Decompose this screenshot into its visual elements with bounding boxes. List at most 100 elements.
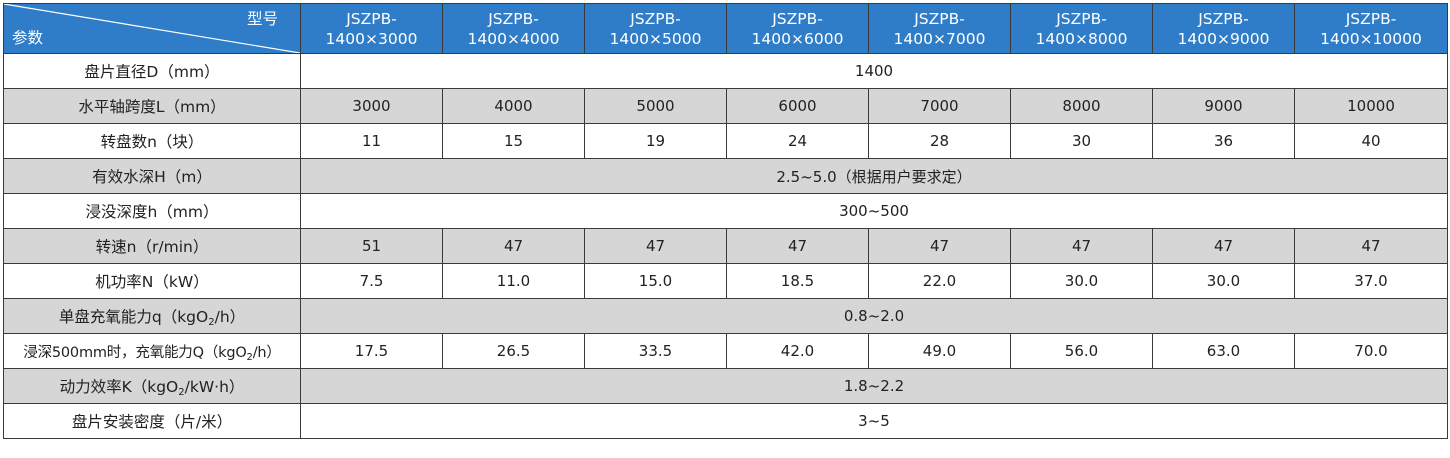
value-cell: 15.0 <box>584 263 727 299</box>
value-cell: 47 <box>1152 228 1295 264</box>
param-label: 盘片直径D（mm） <box>3 53 301 89</box>
value-cell: 70.0 <box>1294 333 1448 369</box>
value-cell: 10000 <box>1294 88 1448 124</box>
value-cell: 7000 <box>868 88 1011 124</box>
model-prefix: JSZPB- <box>346 9 397 28</box>
merged-value: 2.5~5.0（根据用户要求定） <box>300 158 1448 194</box>
value-cell: 36 <box>1152 123 1295 159</box>
model-prefix: JSZPB- <box>772 9 823 28</box>
row-install-density: 盘片安装密度（片/米） 3~5 <box>3 403 1448 439</box>
param-label: 单盘充氧能力q（kgO2/h） <box>3 298 301 334</box>
corner-model-label: 型号 <box>246 10 278 28</box>
label-text: 浸深500mm时，充氧能力Q（kgO <box>23 344 247 361</box>
value-cell: 47 <box>1010 228 1153 264</box>
row-disc-count: 转盘数n（块） 11 15 19 24 28 30 36 40 <box>3 123 1448 159</box>
value-cell: 17.5 <box>300 333 443 369</box>
model-size: 1400×6000 <box>751 29 844 48</box>
value-cell: 7.5 <box>300 263 443 299</box>
value-cell: 11.0 <box>442 263 585 299</box>
param-label: 有效水深H（m） <box>3 158 301 194</box>
param-label: 转盘数n（块） <box>3 123 301 159</box>
model-header-3: JSZPB- 1400×5000 <box>584 3 727 54</box>
merged-value: 1400 <box>300 53 1448 89</box>
row-single-disc-oxygenation: 单盘充氧能力q（kgO2/h） 0.8~2.0 <box>3 298 1448 334</box>
merged-value: 300~500 <box>300 193 1448 229</box>
label-subscript: 2 <box>246 351 253 363</box>
row-motor-power: 机功率N（kW） 7.5 11.0 15.0 18.5 22.0 30.0 30… <box>3 263 1448 299</box>
value-cell: 40 <box>1294 123 1448 159</box>
value-cell: 47 <box>584 228 727 264</box>
value-cell: 18.5 <box>726 263 869 299</box>
merged-value: 1.8~2.2 <box>300 368 1448 404</box>
value-cell: 3000 <box>300 88 443 124</box>
value-cell: 28 <box>868 123 1011 159</box>
label-subscript: 2 <box>178 387 185 398</box>
spec-table: 型号 参数 JSZPB- 1400×3000 JSZPB- 1400×4000 JS… <box>3 3 1448 439</box>
model-size: 1400×5000 <box>609 29 702 48</box>
param-label: 转速n（r/min） <box>3 228 301 264</box>
value-cell: 30 <box>1010 123 1153 159</box>
model-prefix: JSZPB- <box>630 9 681 28</box>
value-cell: 6000 <box>726 88 869 124</box>
model-prefix: JSZPB- <box>488 9 539 28</box>
value-cell: 15 <box>442 123 585 159</box>
header-row: 型号 参数 JSZPB- 1400×3000 JSZPB- 1400×4000 JS… <box>3 3 1448 54</box>
value-cell: 63.0 <box>1152 333 1295 369</box>
diagonal-divider <box>4 4 300 53</box>
value-cell: 37.0 <box>1294 263 1448 299</box>
param-label: 动力效率K（kgO2/kW·h） <box>3 368 301 404</box>
row-disc-diameter: 盘片直径D（mm） 1400 <box>3 53 1448 89</box>
value-cell: 11 <box>300 123 443 159</box>
value-cell: 9000 <box>1152 88 1295 124</box>
label-text: /kW·h） <box>184 378 245 396</box>
model-prefix: JSZPB- <box>1056 9 1107 28</box>
param-label: 盘片安装密度（片/米） <box>3 403 301 439</box>
param-label: 机功率N（kW） <box>3 263 301 299</box>
model-size: 1400×3000 <box>325 29 418 48</box>
value-cell: 47 <box>726 228 869 264</box>
value-cell: 19 <box>584 123 727 159</box>
value-cell: 47 <box>868 228 1011 264</box>
label-text: 动力效率K（kgO <box>59 378 179 396</box>
row-water-depth: 有效水深H（m） 2.5~5.0（根据用户要求定） <box>3 158 1448 194</box>
row-power-efficiency: 动力效率K（kgO2/kW·h） 1.8~2.2 <box>3 368 1448 404</box>
row-immersion-depth: 浸没深度h（mm） 300~500 <box>3 193 1448 229</box>
value-cell: 30.0 <box>1010 263 1153 299</box>
model-prefix: JSZPB- <box>914 9 965 28</box>
value-cell: 49.0 <box>868 333 1011 369</box>
row-shaft-span: 水平轴跨度L（mm） 3000 4000 5000 6000 7000 8000… <box>3 88 1448 124</box>
label-text: /h） <box>214 308 246 326</box>
model-size: 1400×7000 <box>893 29 986 48</box>
model-size: 1400×4000 <box>467 29 560 48</box>
value-cell: 4000 <box>442 88 585 124</box>
row-oxygenation-500mm: 浸深500mm时，充氧能力Q（kgO2/h） 17.5 26.5 33.5 42… <box>3 333 1448 369</box>
label-text: /h） <box>252 344 281 361</box>
value-cell: 42.0 <box>726 333 869 369</box>
merged-value: 0.8~2.0 <box>300 298 1448 334</box>
value-cell: 24 <box>726 123 869 159</box>
model-header-6: JSZPB- 1400×8000 <box>1010 3 1153 54</box>
model-header-2: JSZPB- 1400×4000 <box>442 3 585 54</box>
param-label: 浸深500mm时，充氧能力Q（kgO2/h） <box>3 333 301 369</box>
param-label: 浸没深度h（mm） <box>3 193 301 229</box>
value-cell: 47 <box>1294 228 1448 264</box>
row-speed: 转速n（r/min） 51 47 47 47 47 47 47 47 <box>3 228 1448 264</box>
model-header-4: JSZPB- 1400×6000 <box>726 3 869 54</box>
model-prefix: JSZPB- <box>1345 9 1397 28</box>
value-cell: 5000 <box>584 88 727 124</box>
value-cell: 26.5 <box>442 333 585 369</box>
value-cell: 56.0 <box>1010 333 1153 369</box>
merged-value: 3~5 <box>300 403 1448 439</box>
model-header-5: JSZPB- 1400×7000 <box>868 3 1011 54</box>
label-text: 单盘充氧能力q（kgO <box>58 308 209 326</box>
model-header-7: JSZPB- 1400×9000 <box>1152 3 1295 54</box>
value-cell: 22.0 <box>868 263 1011 299</box>
value-cell: 51 <box>300 228 443 264</box>
value-cell: 33.5 <box>584 333 727 369</box>
model-size: 1400×9000 <box>1177 29 1270 48</box>
corner-header-cell: 型号 参数 <box>3 3 301 54</box>
value-cell: 8000 <box>1010 88 1153 124</box>
corner-param-label: 参数 <box>12 29 44 47</box>
label-subscript: 2 <box>208 317 215 328</box>
value-cell: 47 <box>442 228 585 264</box>
